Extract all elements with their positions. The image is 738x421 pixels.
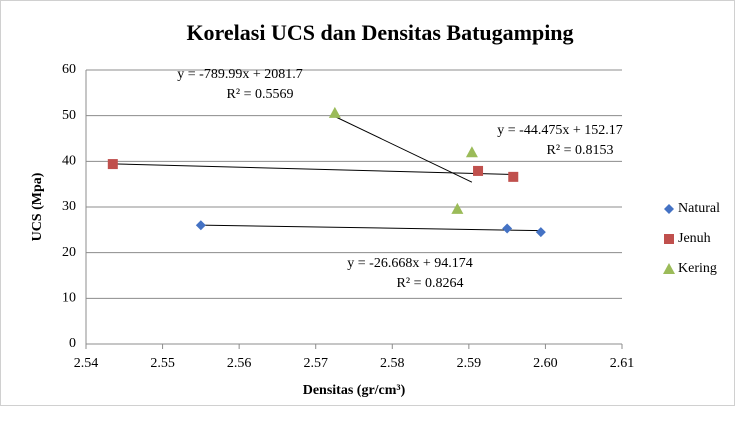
point [107, 159, 118, 170]
y-tick-label: 10 [62, 291, 76, 306]
legend-label: Jenuh [678, 231, 711, 246]
trendline-equation: R² = 0.8264 [397, 276, 464, 291]
legend-marker [663, 263, 675, 274]
trendline-equation: R² = 0.5569 [227, 87, 294, 102]
chart-frame [0, 0, 735, 406]
y-tick-label: 50 [62, 108, 76, 123]
point [502, 223, 513, 234]
legend-marker [664, 234, 674, 244]
x-tick-label: 2.55 [150, 356, 175, 371]
point [508, 171, 519, 182]
x-axis-label: Densitas (gr/cm³) [303, 383, 406, 398]
trendline [200, 224, 541, 232]
point [535, 227, 546, 238]
trendline [334, 116, 473, 183]
point [328, 106, 341, 118]
x-tick-label: 2.60 [533, 356, 558, 371]
y-tick-label: 0 [69, 336, 76, 351]
trendline-equation: y = -789.99x + 2081.7 [177, 67, 302, 82]
legend-marker [664, 204, 674, 214]
x-tick-label: 2.54 [74, 356, 99, 371]
x-tick-label: 2.57 [303, 356, 328, 371]
y-tick-label: 20 [62, 245, 76, 260]
x-tick-label: 2.61 [610, 356, 635, 371]
x-tick-label: 2.59 [457, 356, 482, 371]
x-tick-label: 2.56 [227, 356, 252, 371]
point [451, 202, 464, 214]
y-tick-label: 30 [62, 199, 76, 214]
legend-label: Natural [678, 201, 720, 216]
chart-title: Korelasi UCS dan Densitas Batugamping [186, 20, 573, 45]
point [195, 220, 206, 231]
trendline-equation: R² = 0.8153 [547, 143, 614, 158]
trendline-equation: y = -26.668x + 94.174 [347, 256, 472, 271]
x-tick-label: 2.58 [380, 356, 405, 371]
trendline [112, 163, 514, 175]
point [473, 165, 484, 176]
y-tick-label: 40 [62, 154, 76, 169]
y-tick-label: 60 [62, 62, 76, 77]
y-axis-label: UCS (Mpa) [30, 172, 45, 241]
legend-label: Kering [678, 261, 717, 276]
point [465, 146, 478, 158]
trendline-equation: y = -44.475x + 152.17 [497, 123, 622, 138]
